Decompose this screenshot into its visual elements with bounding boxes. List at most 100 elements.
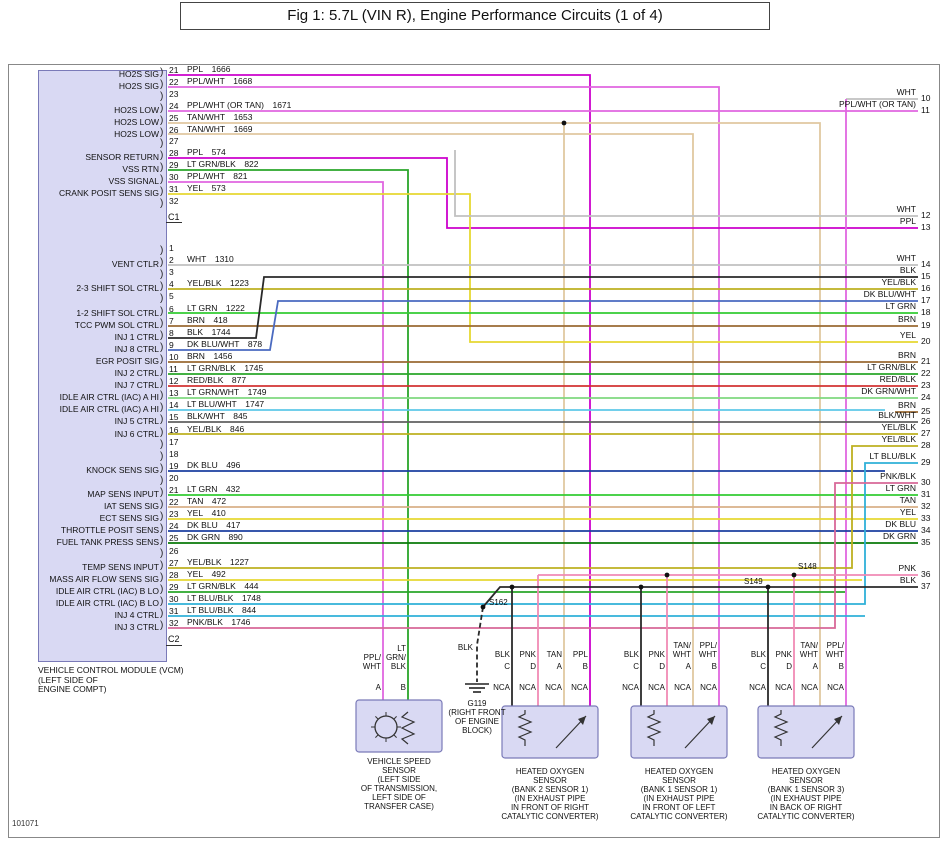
nca-label: NCA xyxy=(545,683,562,692)
pin-bracket: ) xyxy=(160,414,164,426)
wire-tan-wht xyxy=(168,122,821,706)
pin-wire-label: PPL/WHT 1668 xyxy=(187,75,253,86)
right-exit-wire-label: BRN xyxy=(898,400,916,410)
wire-dk-blu-wht xyxy=(168,300,918,351)
pin-bracket: ) xyxy=(160,114,164,126)
component-wire-color-label: GRN/ xyxy=(386,653,406,662)
pin-number: 30 xyxy=(169,593,179,604)
component-wire-color-label: PPL/ xyxy=(826,641,844,650)
pin-wire-label: TAN/WHT 1653 xyxy=(187,111,253,122)
pin-wire-label: TAN/WHT 1669 xyxy=(187,123,253,134)
sensor-heater-symbol xyxy=(773,710,789,746)
component-wire-color-label: TAN xyxy=(546,650,562,659)
vcm-pin-function-label: THROTTLE POSIT SENS xyxy=(60,525,159,536)
pin-number: 10 xyxy=(169,351,179,362)
pin-number: 7 xyxy=(169,315,174,326)
right-exit-wire-label: PNK xyxy=(898,563,916,573)
junction-dot xyxy=(638,584,644,590)
pin-number: 32 xyxy=(169,618,179,629)
pin-number: 31 xyxy=(169,184,179,194)
right-exit-wire-label: BRN xyxy=(898,350,916,360)
vcm-pin-function-label: 1-2 SHIFT SOL CTRL xyxy=(76,307,159,318)
vcm-pin-function-label: KNOCK SENS SIG xyxy=(86,464,159,475)
vcm-pin-function-label: MAP SENS INPUT xyxy=(87,489,159,499)
vss-caption: (LEFT SIDE xyxy=(377,775,421,784)
pin-bracket: ) xyxy=(160,571,164,583)
nca-label: NCA xyxy=(749,683,766,692)
right-exit-wire-label: LT BLU/BLK xyxy=(869,451,916,461)
vcm-pin-function-label: IDLE AIR CTRL (IAC) B LO xyxy=(55,597,159,608)
right-exit-number: 29 xyxy=(921,457,931,467)
vss-reluctor-tooth xyxy=(393,716,397,720)
nca-label: NCA xyxy=(519,683,536,692)
component-wire-color-label: PNK xyxy=(775,650,792,659)
right-exit-wire-label: PNK/BLK xyxy=(880,471,916,481)
vss-caption: VEHICLE SPEED xyxy=(367,757,431,766)
pin-wire-label: DK BLU 417 xyxy=(187,520,241,531)
right-exit-number: 34 xyxy=(921,525,931,535)
right-exit-number: 33 xyxy=(921,513,931,523)
oxygen-sensor-caption: (BANK 1 SENSOR 3) xyxy=(767,785,845,794)
right-exit-number: 36 xyxy=(921,569,931,579)
pin-bracket: ) xyxy=(160,535,164,547)
pin-number: 20 xyxy=(169,472,179,483)
right-exit-wire-label: DK GRN/WHT xyxy=(861,386,916,396)
component-wire-color-label: TAN/ xyxy=(673,641,691,650)
junction-dot xyxy=(765,584,771,590)
pin-bracket: ) xyxy=(160,438,164,450)
pin-number: 23 xyxy=(169,509,179,520)
vcm-pin-function-label: HO2S LOW xyxy=(114,116,159,127)
heated-oxygen-sensor-box xyxy=(757,705,855,759)
right-exit-wire-label: DK GRN xyxy=(882,531,916,541)
oxygen-sensor-caption: (IN EXHAUST PIPE xyxy=(514,794,586,803)
pin-bracket: ) xyxy=(160,487,164,498)
sensor-arrow-head xyxy=(834,716,842,725)
right-exit-number: 15 xyxy=(921,271,931,281)
component-wire-color-label: PNK xyxy=(519,650,536,659)
pin-wire-label: LT GRN/WHT 1749 xyxy=(187,387,267,398)
vcm-pin-function-label: IAT SENS SIG xyxy=(104,501,159,512)
wire-blk xyxy=(168,276,918,339)
pin-bracket: ) xyxy=(160,426,164,438)
component-terminal-letter: A xyxy=(812,662,818,671)
vcm-pin-function-label: HO2S SIG xyxy=(118,80,159,91)
right-exit-number: 17 xyxy=(921,295,931,305)
pin-number: 28 xyxy=(169,148,179,159)
pin-wire-label: LT BLU/BLK 844 xyxy=(187,605,257,615)
pin-wire-label: PPL 574 xyxy=(187,147,226,158)
pin-bracket: ) xyxy=(160,174,164,186)
component-wire-color-label: WHT xyxy=(362,662,381,671)
component-wire-color-label: PPL/ xyxy=(699,641,717,650)
pin-wire-label: LT GRN/BLK 822 xyxy=(187,159,259,170)
right-exit-number: 16 xyxy=(921,283,931,293)
pin-number: 2 xyxy=(169,255,174,266)
vcm-pin-function-label: CRANK POSIT SENS SIG xyxy=(59,188,159,198)
pin-wire-label: RED/BLK 877 xyxy=(187,375,247,386)
pin-bracket: ) xyxy=(160,162,164,174)
right-exit-number: 12 xyxy=(921,210,931,220)
pin-number: 5 xyxy=(169,291,174,302)
connector-label: C1 xyxy=(166,211,182,224)
pin-bracket: ) xyxy=(160,523,164,535)
sensor-arrow-head xyxy=(707,716,715,725)
component-wire-color-label: BLK xyxy=(623,650,639,659)
pin-wire-label: BRN 1456 xyxy=(187,350,233,361)
wire-tan-wht xyxy=(168,133,694,706)
pin-number: 24 xyxy=(169,521,179,532)
right-exit-wire-label: BLK xyxy=(899,575,916,585)
right-exit-wire-label: WHT xyxy=(896,204,916,214)
vcm-pin-function-label: 2-3 SHIFT SOL CTRL xyxy=(76,283,159,294)
vcm-pin-function-label: INJ 7 CTRL xyxy=(114,380,159,391)
wire-ppl-wht xyxy=(168,181,384,700)
right-exit-wire-label: BRN xyxy=(898,314,916,324)
pin-number: 11 xyxy=(169,364,178,374)
ground-wire-color-label: BLK xyxy=(457,643,473,652)
vcm-pin-function-label: INJ 1 CTRL xyxy=(114,331,159,342)
pin-wire-label: BRN 418 xyxy=(187,314,228,325)
component-terminal-letter: C xyxy=(504,662,510,671)
pin-bracket: ) xyxy=(160,474,164,486)
pin-bracket: ) xyxy=(160,353,164,365)
wire-wht xyxy=(454,150,918,217)
ground-caption: (RIGHT FRONT xyxy=(448,708,506,717)
